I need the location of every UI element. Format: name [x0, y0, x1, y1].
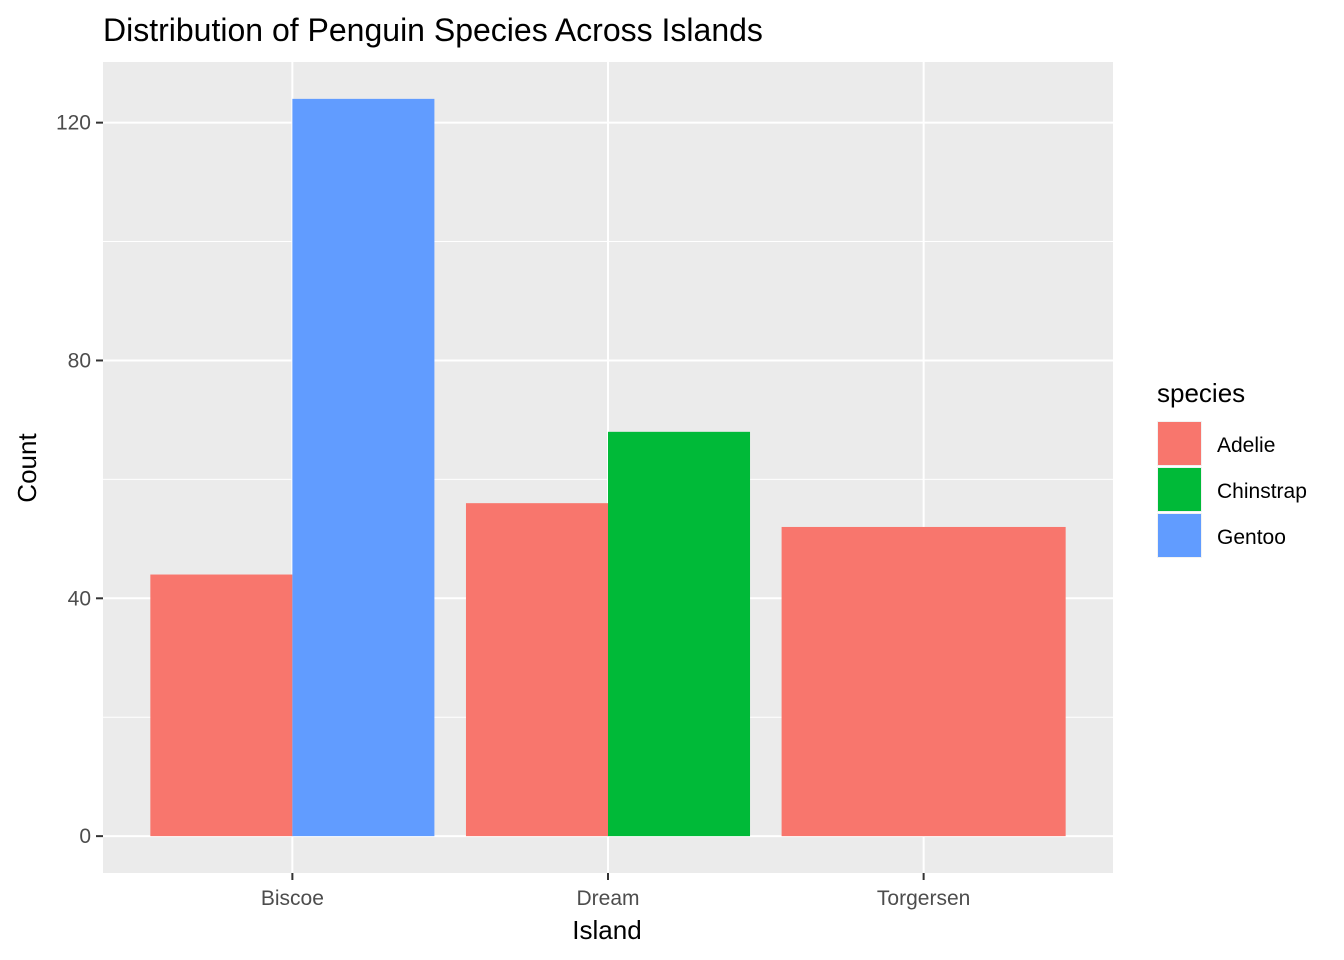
x-tick-label: Biscoe — [261, 887, 324, 910]
legend-swatch-gentoo — [1158, 514, 1201, 557]
legend-label-adelie: Adelie — [1217, 434, 1275, 457]
y-tick-label: 120 — [56, 112, 91, 135]
bars — [150, 98, 1066, 837]
legend-title: species — [1157, 378, 1245, 408]
bar-biscoe-gentoo — [292, 98, 435, 837]
y-tick-label: 40 — [68, 587, 91, 610]
y-axis: 0 40 80 120 — [56, 112, 103, 848]
legend-swatch-adelie — [1158, 422, 1201, 465]
legend-swatch-chinstrap — [1158, 468, 1201, 511]
y-axis-title: Count — [12, 433, 42, 503]
y-tick-label: 80 — [68, 349, 91, 372]
x-tick-label: Dream — [576, 887, 639, 910]
bar-dream-chinstrap — [608, 431, 751, 837]
legend-label-chinstrap: Chinstrap — [1217, 480, 1307, 503]
legend-label-gentoo: Gentoo — [1217, 526, 1286, 549]
legend: species Adelie Chinstrap Gentoo — [1157, 378, 1307, 558]
bar-biscoe-adelie — [150, 574, 293, 837]
x-axis: Biscoe Dream Torgersen — [261, 873, 970, 910]
x-tick-label: Torgersen — [877, 887, 970, 910]
y-tick-label: 0 — [79, 825, 91, 848]
chart-title: Distribution of Penguin Species Across I… — [103, 12, 763, 48]
bar-dream-adelie — [465, 503, 608, 837]
x-axis-title: Island — [572, 915, 641, 945]
bar-torgersen-adelie — [781, 526, 1066, 837]
